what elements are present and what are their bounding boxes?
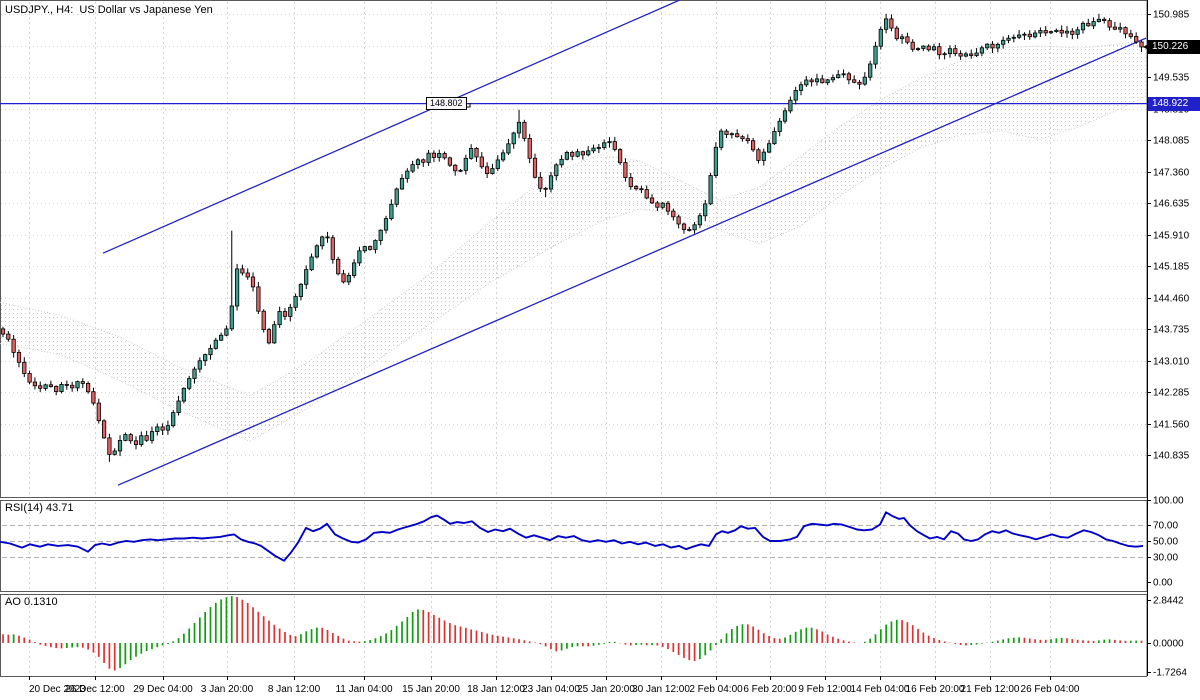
chart-objects[interactable] xyxy=(0,0,1147,486)
ao-tick-label: 0.0000 xyxy=(1153,639,1184,650)
time-label: 20 Dec 2023 xyxy=(29,684,86,695)
rsi-tick-label: 50.00 xyxy=(1153,537,1178,548)
rsi-tick-label: 30.00 xyxy=(1153,553,1178,564)
price-tick-label: 144.460 xyxy=(1153,294,1190,305)
price-axis[interactable]: 150.985150.260149.535148.810148.085147.3… xyxy=(1147,0,1200,700)
time-label: 14 Feb 04:00 xyxy=(851,684,910,695)
price-tick-label: 141.560 xyxy=(1153,420,1190,431)
time-label: 25 Jan 20:00 xyxy=(577,684,635,695)
time-label: 26 Dec 12:00 xyxy=(65,684,125,695)
rsi-indicator-label: RSI(14) 43.71 xyxy=(5,502,74,514)
time-label: 16 Feb 20:00 xyxy=(906,684,965,695)
time-label: 29 Dec 04:00 xyxy=(133,684,193,695)
time-label: 18 Jan 12:00 xyxy=(467,684,525,695)
price-tick-label: 143.010 xyxy=(1153,357,1190,368)
price-tick-label: 149.535 xyxy=(1153,73,1190,84)
time-label: 15 Jan 20:00 xyxy=(402,684,460,695)
rsi-panel[interactable] xyxy=(0,500,1148,592)
upper-channel-line[interactable] xyxy=(102,0,681,254)
rsi-name: RSI(14) xyxy=(5,502,43,514)
price-tick-label: 140.835 xyxy=(1153,451,1190,462)
ao-histogram xyxy=(2,596,1143,671)
price-annotation-label[interactable]: 148.802 xyxy=(426,97,467,110)
level-price-badge: 148.922 xyxy=(1148,96,1200,111)
ao-indicator-label: AO 0.1310 xyxy=(5,596,58,608)
time-label: 11 Jan 04:00 xyxy=(335,684,393,695)
price-tick-label: 148.085 xyxy=(1153,136,1190,147)
price-tick-label: 143.735 xyxy=(1153,325,1190,336)
time-label: 26 Feb 04:00 xyxy=(1021,684,1080,695)
price-tick-label: 150.985 xyxy=(1153,10,1190,21)
price-tick-label: 146.635 xyxy=(1153,199,1190,210)
ao-value: 0.1310 xyxy=(23,596,58,608)
time-label: 2 Feb 04:00 xyxy=(689,684,743,695)
chart-title: USDJPY., H4: US Dollar vs Japanese Yen xyxy=(5,4,213,16)
time-label: 23 Jan 04:00 xyxy=(522,684,580,695)
price-tick-label: 142.285 xyxy=(1153,388,1190,399)
ao-name: AO xyxy=(5,596,21,608)
ao-tick-label: 2.8442 xyxy=(1153,596,1184,607)
price-tick-label: 147.360 xyxy=(1153,168,1190,179)
time-label: 8 Jan 12:00 xyxy=(268,684,321,695)
time-label: 21 Feb 12:00 xyxy=(961,684,1020,695)
rsi-tick-label: 70.00 xyxy=(1153,521,1178,532)
current-price-badge: 150.226 xyxy=(1148,39,1200,54)
time-label: 30 Jan 12:00 xyxy=(632,684,690,695)
lower-channel-line[interactable] xyxy=(117,37,1147,486)
candlesticks xyxy=(0,13,1149,462)
time-label: 9 Feb 12:00 xyxy=(798,684,852,695)
price-tick-label: 145.910 xyxy=(1153,231,1190,242)
price-tick-label: 145.185 xyxy=(1153,262,1190,273)
rsi-panel-plot xyxy=(0,511,1145,562)
time-label: 6 Feb 20:00 xyxy=(743,684,797,695)
ao-tick-label: -1.7264 xyxy=(1153,668,1187,679)
rsi-value: 43.71 xyxy=(45,502,74,514)
rsi-tick-label: 0.00 xyxy=(1153,578,1173,589)
rsi-tick-label: 100.00 xyxy=(1153,496,1184,507)
rsi-line xyxy=(0,511,1144,562)
ao-panel[interactable] xyxy=(0,594,1148,677)
ichimoku-cloud xyxy=(0,41,1147,442)
time-label: 3 Jan 20:00 xyxy=(201,684,254,695)
